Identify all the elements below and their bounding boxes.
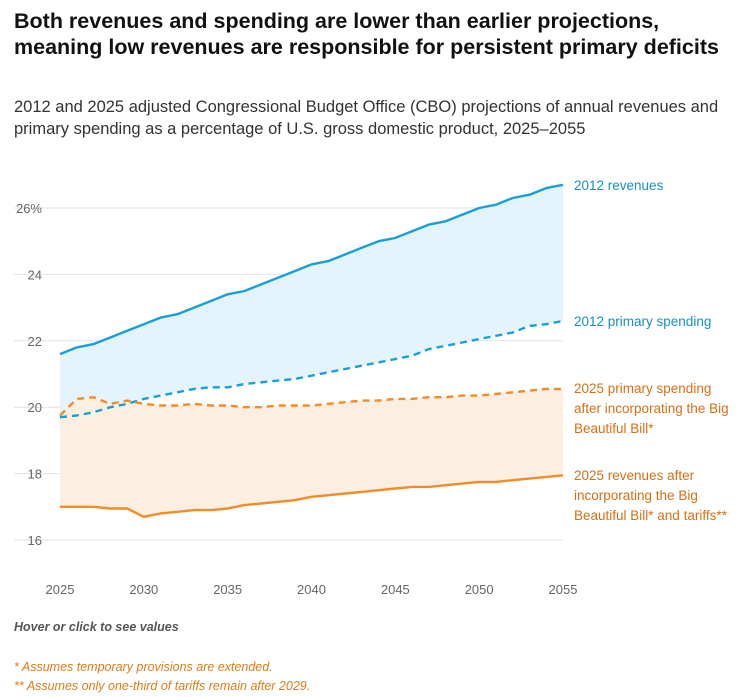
label-2025-revenues-line: Beautiful Bill* and tariffs** bbox=[574, 508, 728, 523]
y-tick-label: 18 bbox=[28, 467, 42, 482]
label-2025-revenues-line: incorporating the Big bbox=[574, 488, 698, 503]
y-tick-label: 24 bbox=[28, 267, 42, 282]
x-tick-label: 2040 bbox=[297, 582, 326, 597]
line-2025-revenues[interactable] bbox=[60, 474, 564, 518]
x-tick-label: 2025 bbox=[46, 582, 75, 597]
series-labels: 2012 revenues 2012 primary spending 2025 p… bbox=[574, 178, 729, 523]
label-2025-primary-spending-line: Beautiful Bill* bbox=[574, 421, 654, 436]
hover-hint: Hover or click to see values bbox=[14, 620, 179, 634]
x-tick-label: 2055 bbox=[549, 582, 578, 597]
y-axis-ticks: 16 18 20 22 24 26% bbox=[16, 201, 42, 548]
x-axis-ticks: 2025 2030 2035 2040 2045 2050 2055 bbox=[46, 582, 578, 597]
label-2025-primary-spending-line: after incorporating the Big bbox=[574, 401, 729, 416]
label-2025-primary-spending-line: 2025 primary spending bbox=[574, 381, 711, 396]
shaded-areas bbox=[60, 184, 563, 517]
series-lines[interactable] bbox=[59, 183, 564, 518]
label-2025-revenues-line: 2025 revenues after bbox=[574, 468, 695, 483]
x-tick-label: 2050 bbox=[465, 582, 494, 597]
line-2012-revenues[interactable] bbox=[59, 183, 564, 356]
label-2012-primary-spending-line: 2012 primary spending bbox=[574, 314, 711, 329]
footnote-2: ** Assumes only one-third of tariffs rem… bbox=[14, 679, 311, 693]
x-tick-label: 2045 bbox=[381, 582, 410, 597]
y-tick-label: 22 bbox=[28, 334, 42, 349]
area-2012-gap bbox=[60, 184, 563, 418]
y-tick-label: 16 bbox=[28, 533, 42, 548]
chart-subtitle: 2012 and 2025 adjusted Congressional Bud… bbox=[14, 98, 719, 138]
x-tick-label: 2035 bbox=[213, 582, 242, 597]
chart-title: Both revenues and spending are lower tha… bbox=[14, 9, 719, 59]
area-2025-gap bbox=[60, 388, 563, 517]
line-2012-primary-spending[interactable] bbox=[59, 319, 564, 419]
label-2012-revenues-line: 2012 revenues bbox=[574, 178, 664, 193]
y-tick-label: 26% bbox=[16, 201, 42, 216]
x-tick-label: 2030 bbox=[129, 582, 158, 597]
footnote-1: * Assumes temporary provisions are exten… bbox=[14, 660, 273, 674]
y-tick-label: 20 bbox=[28, 400, 42, 415]
